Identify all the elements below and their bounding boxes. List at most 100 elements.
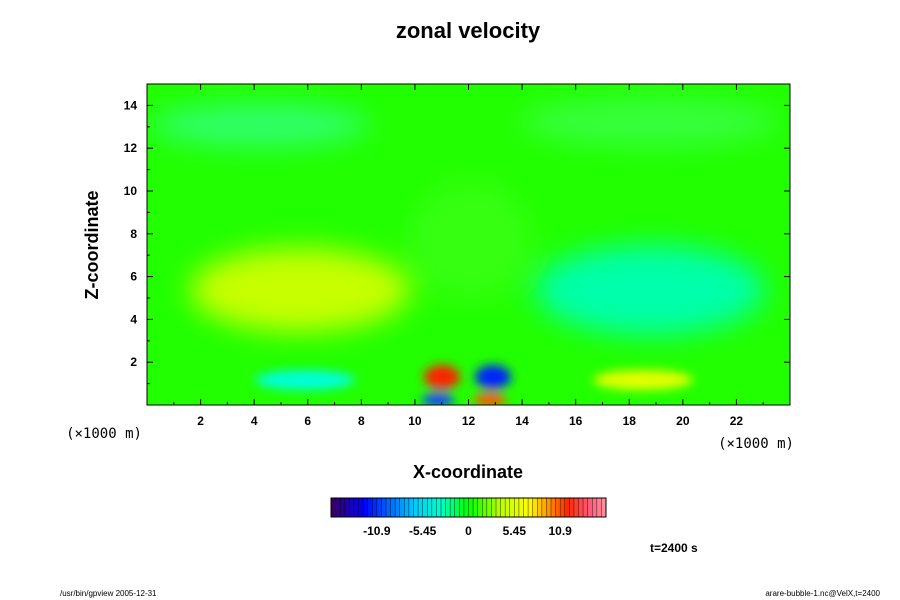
colorbar-tick-label: -5.45 <box>409 524 437 538</box>
colorbar-segment <box>354 498 359 517</box>
x-tick-label: 22 <box>730 414 744 428</box>
colorbar-segment <box>473 498 478 517</box>
colorbar-segment <box>556 498 561 517</box>
colorbar-segment <box>363 498 368 517</box>
colorbar-segment <box>524 498 529 517</box>
colorbar-segment <box>537 498 542 517</box>
y-tick-label: 4 <box>130 312 137 326</box>
colorbar-segment <box>569 498 574 517</box>
y-axis-label: Z-coordinate <box>82 190 102 299</box>
colorbar-segment <box>533 498 538 517</box>
colorbar-segment <box>395 498 400 517</box>
mid-green-band <box>410 180 530 300</box>
colorbar-segment <box>496 498 501 517</box>
colorbar-segment <box>588 498 593 517</box>
colorbar-segment <box>560 498 565 517</box>
colorbar: -10.9 -5.45 0 5.45 10.9 <box>331 498 606 538</box>
colorbar-segment <box>427 498 432 517</box>
x-tick-label: 12 <box>462 414 476 428</box>
colorbar-segments <box>331 498 606 517</box>
right-surface-yellow <box>593 370 693 390</box>
colorbar-segment <box>368 498 373 517</box>
time-label: t=2400 s <box>650 541 698 555</box>
y-tick-label: 8 <box>130 227 137 241</box>
left-yellow-lobe <box>190 248 410 332</box>
x-tick-label: 4 <box>251 414 258 428</box>
colorbar-segment <box>542 498 547 517</box>
colorbar-segment <box>583 498 588 517</box>
colorbar-segment <box>372 498 377 517</box>
colorbar-segment <box>514 498 519 517</box>
colorbar-segment <box>391 498 396 517</box>
colorbar-segment <box>510 498 515 517</box>
colorbar-segment <box>597 498 602 517</box>
colorbar-segment <box>340 498 345 517</box>
colorbar-segment <box>441 498 446 517</box>
colorbar-segment <box>546 498 551 517</box>
colorbar-segment <box>436 498 441 517</box>
x-tick-label: 14 <box>515 414 529 428</box>
colorbar-segment <box>404 498 409 517</box>
x-axis-label: X-coordinate <box>413 462 523 482</box>
colorbar-segment <box>386 498 391 517</box>
colorbar-segment <box>446 498 451 517</box>
colorbar-segment <box>450 498 455 517</box>
colorbar-segment <box>519 498 524 517</box>
y-tick-label: 14 <box>124 98 138 112</box>
colorbar-segment <box>528 498 533 517</box>
footer-right: arare-bubble-1.nc@VelX,t=2400 <box>765 589 880 598</box>
colorbar-segment <box>418 498 423 517</box>
plot-area <box>147 84 790 407</box>
colorbar-segment <box>423 498 428 517</box>
y-tick-label: 12 <box>124 141 138 155</box>
colorbar-segment <box>414 498 419 517</box>
colorbar-segment <box>469 498 474 517</box>
colorbar-segment <box>349 498 354 517</box>
upper-cyan-band-left <box>150 103 370 147</box>
x-tick-label: 20 <box>676 414 690 428</box>
colorbar-segment <box>400 498 405 517</box>
x-tick-label: 6 <box>304 414 311 428</box>
x-tick-label: 10 <box>408 414 422 428</box>
colorbar-segment <box>455 498 460 517</box>
colorbar-tick-label: 10.9 <box>548 524 572 538</box>
colorbar-segment <box>377 498 382 517</box>
colorbar-segment <box>487 498 492 517</box>
center-blue-cell <box>475 365 511 389</box>
colorbar-segment <box>336 498 341 517</box>
footer-left: /usr/bin/gpview 2005-12-31 <box>60 589 157 598</box>
left-surface-cyan <box>255 370 355 390</box>
y-tick-label: 6 <box>130 270 137 284</box>
colorbar-segment <box>482 498 487 517</box>
center-red-cell <box>424 365 460 389</box>
colorbar-tick-label: 5.45 <box>503 524 527 538</box>
colorbar-segment <box>491 498 496 517</box>
y-tick-label: 10 <box>124 184 138 198</box>
y-tick-label: 2 <box>130 355 137 369</box>
x-tick-label: 8 <box>358 414 365 428</box>
y-unit-label: (×1000 m) <box>66 426 142 442</box>
colorbar-segment <box>409 498 414 517</box>
colorbar-segment <box>551 498 556 517</box>
colorbar-tick-label: 0 <box>465 524 472 538</box>
colorbar-segment <box>432 498 437 517</box>
colorbar-segment <box>574 498 579 517</box>
x-tick-label: 18 <box>623 414 637 428</box>
colorbar-segment <box>459 498 464 517</box>
colorbar-segment <box>331 498 336 517</box>
x-tick-label: 16 <box>569 414 583 428</box>
colorbar-segment <box>359 498 364 517</box>
colorbar-segment <box>381 498 386 517</box>
colorbar-segment <box>501 498 506 517</box>
colorbar-segment <box>565 498 570 517</box>
colorbar-tick-label: -10.9 <box>363 524 391 538</box>
upper-cyan-band-right <box>520 97 780 147</box>
chart-title: zonal velocity <box>396 18 541 43</box>
x-tick-label: 2 <box>197 414 204 428</box>
right-cyan-lobe <box>535 245 765 335</box>
x-unit-label: (×1000 m) <box>718 436 794 452</box>
colorbar-ticks: -10.9 -5.45 0 5.45 10.9 <box>363 524 572 538</box>
colorbar-segment <box>592 498 597 517</box>
colorbar-segment <box>464 498 469 517</box>
